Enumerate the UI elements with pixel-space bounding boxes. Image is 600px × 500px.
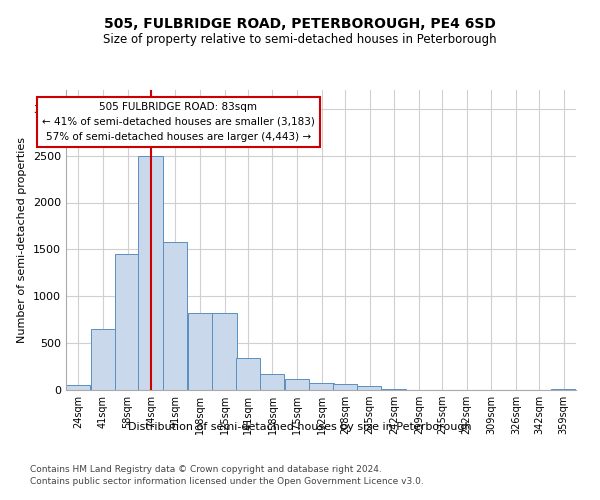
Bar	[212, 313, 236, 390]
Bar	[91, 329, 115, 390]
Text: Contains HM Land Registry data © Crown copyright and database right 2024.: Contains HM Land Registry data © Crown c…	[30, 465, 382, 474]
Bar	[357, 386, 382, 390]
Bar	[236, 358, 260, 390]
Text: Distribution of semi-detached houses by size in Peterborough: Distribution of semi-detached houses by …	[128, 422, 472, 432]
Bar	[310, 384, 334, 390]
Text: Contains public sector information licensed under the Open Government Licence v3: Contains public sector information licen…	[30, 478, 424, 486]
Bar	[66, 386, 90, 390]
Bar	[115, 254, 139, 390]
Text: Size of property relative to semi-detached houses in Peterborough: Size of property relative to semi-detach…	[103, 32, 497, 46]
Text: 505 FULBRIDGE ROAD: 83sqm
← 41% of semi-detached houses are smaller (3,183)
57% : 505 FULBRIDGE ROAD: 83sqm ← 41% of semi-…	[42, 102, 314, 142]
Text: 505, FULBRIDGE ROAD, PETERBOROUGH, PE4 6SD: 505, FULBRIDGE ROAD, PETERBOROUGH, PE4 6…	[104, 18, 496, 32]
Bar	[332, 384, 357, 390]
Y-axis label: Number of semi-detached properties: Number of semi-detached properties	[17, 137, 28, 343]
Bar	[382, 389, 406, 390]
Bar	[139, 156, 163, 390]
Bar	[285, 379, 309, 390]
Bar	[163, 242, 187, 390]
Bar	[260, 374, 284, 390]
Bar	[188, 313, 212, 390]
Bar	[551, 389, 575, 390]
